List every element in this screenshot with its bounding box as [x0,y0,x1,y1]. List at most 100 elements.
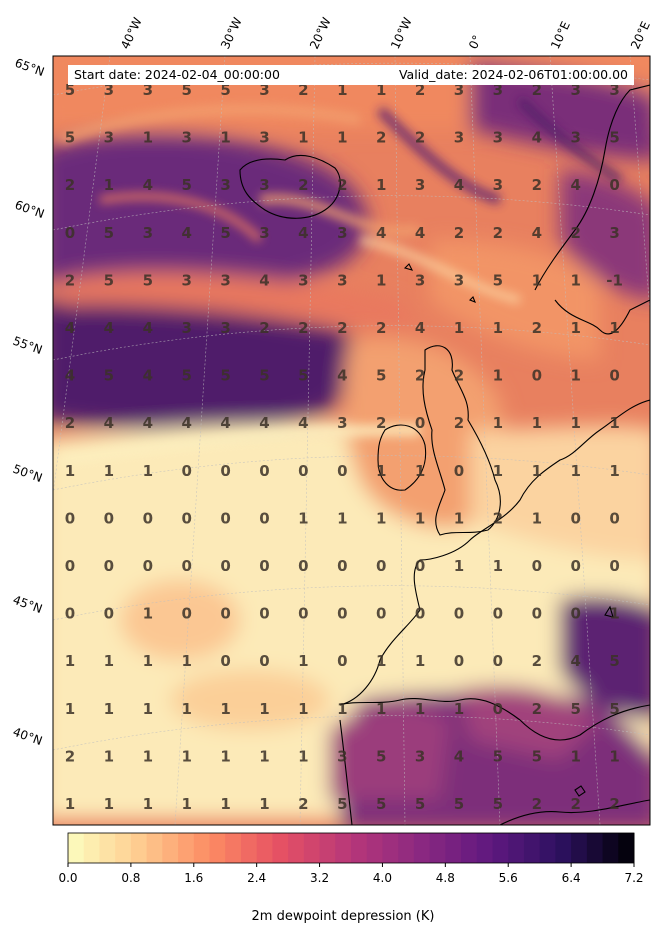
colorbar-swatch [492,833,509,863]
grid-value: 2 [532,795,542,813]
grid-value: 5 [609,652,619,670]
grid-value: 0 [337,652,347,670]
grid-value: 1 [454,509,464,527]
grid-value: 0 [415,557,425,575]
grid-value: 3 [181,319,191,337]
grid-value: 1 [259,747,269,765]
grid-value: 2 [532,176,542,194]
grid-value: 4 [376,224,386,242]
grid-value: 0 [259,605,269,623]
grid-value: 0 [104,605,114,623]
grid-value: 5 [220,81,230,99]
grid-value: 3 [143,81,153,99]
colorbar-swatch [335,833,352,863]
grid-value: 4 [143,367,153,385]
grid-value: 0 [376,557,386,575]
grid-value: 1 [143,747,153,765]
iceland-coast [239,154,341,219]
grid-value: 2 [570,795,580,813]
grid-value: 5 [376,795,386,813]
grid-value: 1 [570,367,580,385]
colorbar-swatch [130,833,148,863]
lon-label: 20°W [307,15,334,51]
grid-value: 1 [570,747,580,765]
colorbar-title: 2m dewpoint depression (K) [252,909,435,924]
grid-value: 0 [376,605,386,623]
grid-value: 1 [181,652,191,670]
lon-label: 10°W [388,15,415,51]
grid-value: 3 [259,176,269,194]
grid-value: 2 [298,795,308,813]
great-britain-coast [422,345,501,536]
grid-value: 4 [143,414,153,432]
grid-value: 3 [454,129,464,147]
colorbar-swatch [429,833,446,863]
grid-value: 2 [298,176,308,194]
colorbar-swatch [571,833,588,863]
grid-value: 0 [181,605,191,623]
grid-value: 1 [532,271,542,289]
grid-value: 4 [259,271,269,289]
grid-value: 3 [493,129,503,147]
grid-value: 0 [493,605,503,623]
grid-value: 0 [65,605,75,623]
grid-value: 1 [376,652,386,670]
iberia-coast [339,698,650,741]
grid-value: 0 [609,367,619,385]
colorbar-tick-label: 2.4 [247,871,266,885]
grid-value: 2 [376,414,386,432]
grid-value: 2 [532,81,542,99]
lat-label: 65°N [13,56,46,80]
grid-value: 1 [376,81,386,99]
colorbar-swatch [68,833,85,863]
grid-value: 2 [337,176,347,194]
colorbar-tick-label: 5.6 [499,871,518,885]
grid-value: 1 [570,319,580,337]
grid-value: 4 [259,414,269,432]
grid-value: 2 [493,224,503,242]
colorbar-swatch [146,833,163,863]
grid-value: 3 [493,81,503,99]
colorbar: 0.0 0.8 1.6 2.4 3.2 4.0 4.8 5.6 6.4 7.2 2m dewpoi… [58,832,644,924]
lon-label: 40°W [118,15,145,51]
grid-value: 1 [376,509,386,527]
coastlines [239,84,650,825]
grid-value: 1 [376,271,386,289]
grid-value: 3 [337,224,347,242]
grid-value: 2 [376,129,386,147]
grid-value: 1 [220,747,230,765]
lon-label: 10°E [548,19,573,51]
colorbar-swatch [555,833,572,863]
grid-value: 1 [259,700,269,718]
grid-value: 4 [181,414,191,432]
grid-value: 0 [143,557,153,575]
grid-value: 1 [104,795,114,813]
grid-value: 3 [104,81,114,99]
colorbar-tick-label: 4.8 [436,871,455,885]
grid-value: 1 [181,747,191,765]
grid-value: 2 [454,224,464,242]
colorbar-swatch [602,833,619,863]
grid-value: 4 [65,319,75,337]
grid-value: 5 [181,81,191,99]
colorbar-swatch [115,833,132,863]
grid-value: 0 [298,605,308,623]
grid-value: 5 [104,224,114,242]
grid-value: 4 [415,224,425,242]
grid-value: 0 [181,462,191,480]
grid-value: 3 [415,747,425,765]
grid-value: 2 [415,81,425,99]
grid-value: 1 [298,652,308,670]
grid-value: 0 [181,509,191,527]
grid-value: 4 [454,176,464,194]
colorbar-ticks: 0.0 0.8 1.6 2.4 3.2 4.0 4.8 5.6 6.4 7.2 [58,863,644,885]
grid-value: 3 [181,129,191,147]
grid-value: 0 [532,367,542,385]
colorbar-swatch [209,833,226,863]
grid-value: 0 [65,557,75,575]
grid-value: 1 [415,462,425,480]
grid-value: 1 [337,129,347,147]
grid-value: 2 [532,319,542,337]
grid-value: 3 [415,271,425,289]
